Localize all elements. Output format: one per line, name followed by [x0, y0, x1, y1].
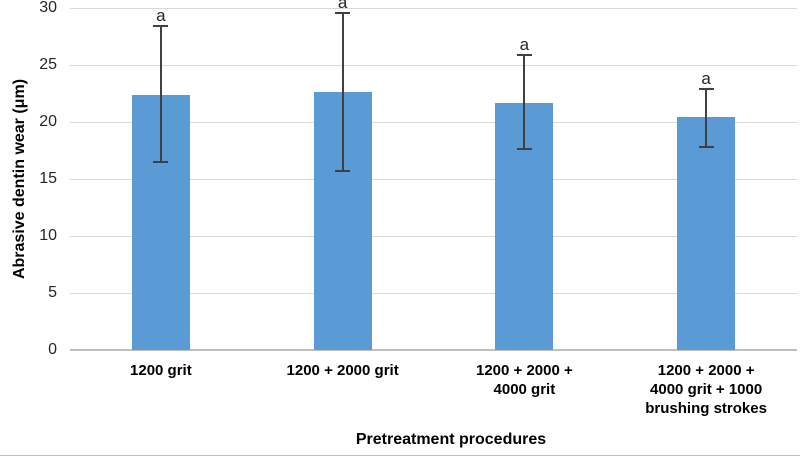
x-axis-line: [70, 349, 797, 351]
gridline: [70, 7, 797, 9]
y-tick-label: 20: [39, 113, 57, 130]
y-tick-label: 15: [39, 170, 57, 187]
error-bar-cap-top: [335, 11, 351, 14]
error-bar-cap-top: [698, 87, 714, 90]
category-label: 1200 + 2000 + 4000 grit + 1000 brushing …: [645, 362, 767, 417]
y-tick-label: 30: [39, 0, 57, 16]
error-bar-cap-bottom: [153, 160, 169, 163]
y-axis-tick-labels: 0 5 10 15 20 25 30: [0, 0, 57, 358]
category-label: 1200 grit: [130, 362, 192, 379]
y-tick-label: 5: [48, 284, 57, 301]
category-label: 1200 + 2000 + 4000 grit: [475, 362, 573, 398]
y-tick-label: 0: [48, 341, 57, 358]
significance-letter: a: [156, 6, 166, 26]
error-bar-cap-bottom: [335, 170, 351, 173]
significance-letter: a: [701, 68, 711, 88]
gridline: [70, 292, 797, 294]
category-label: 1200 + 2000 grit: [286, 362, 399, 379]
error-bar-cap-top: [516, 53, 532, 56]
error-bar-line: [523, 54, 526, 150]
significance-letter: a: [337, 0, 348, 12]
gridline: [70, 64, 797, 66]
x-axis-category-labels: 1200 grit 1200 + 2000 grit 1200 + 2000 + 4…: [70, 361, 797, 421]
error-bar-cap-bottom: [516, 148, 532, 151]
y-tick-label: 25: [39, 56, 57, 73]
gridline: [70, 121, 797, 123]
error-bar-line: [341, 12, 344, 171]
gridline: [70, 235, 797, 237]
y-tick-label: 10: [39, 227, 57, 244]
significance-letter: a: [519, 34, 530, 54]
gridline: [70, 178, 797, 180]
plot-area: a a a a: [70, 0, 797, 351]
error-bar-cap-top: [153, 25, 169, 28]
error-bar-line: [159, 26, 162, 162]
x-axis-title: Pretreatment procedures: [355, 431, 547, 448]
error-bar-line: [705, 88, 708, 148]
bar: [677, 117, 736, 350]
error-bar-cap-bottom: [698, 146, 714, 149]
